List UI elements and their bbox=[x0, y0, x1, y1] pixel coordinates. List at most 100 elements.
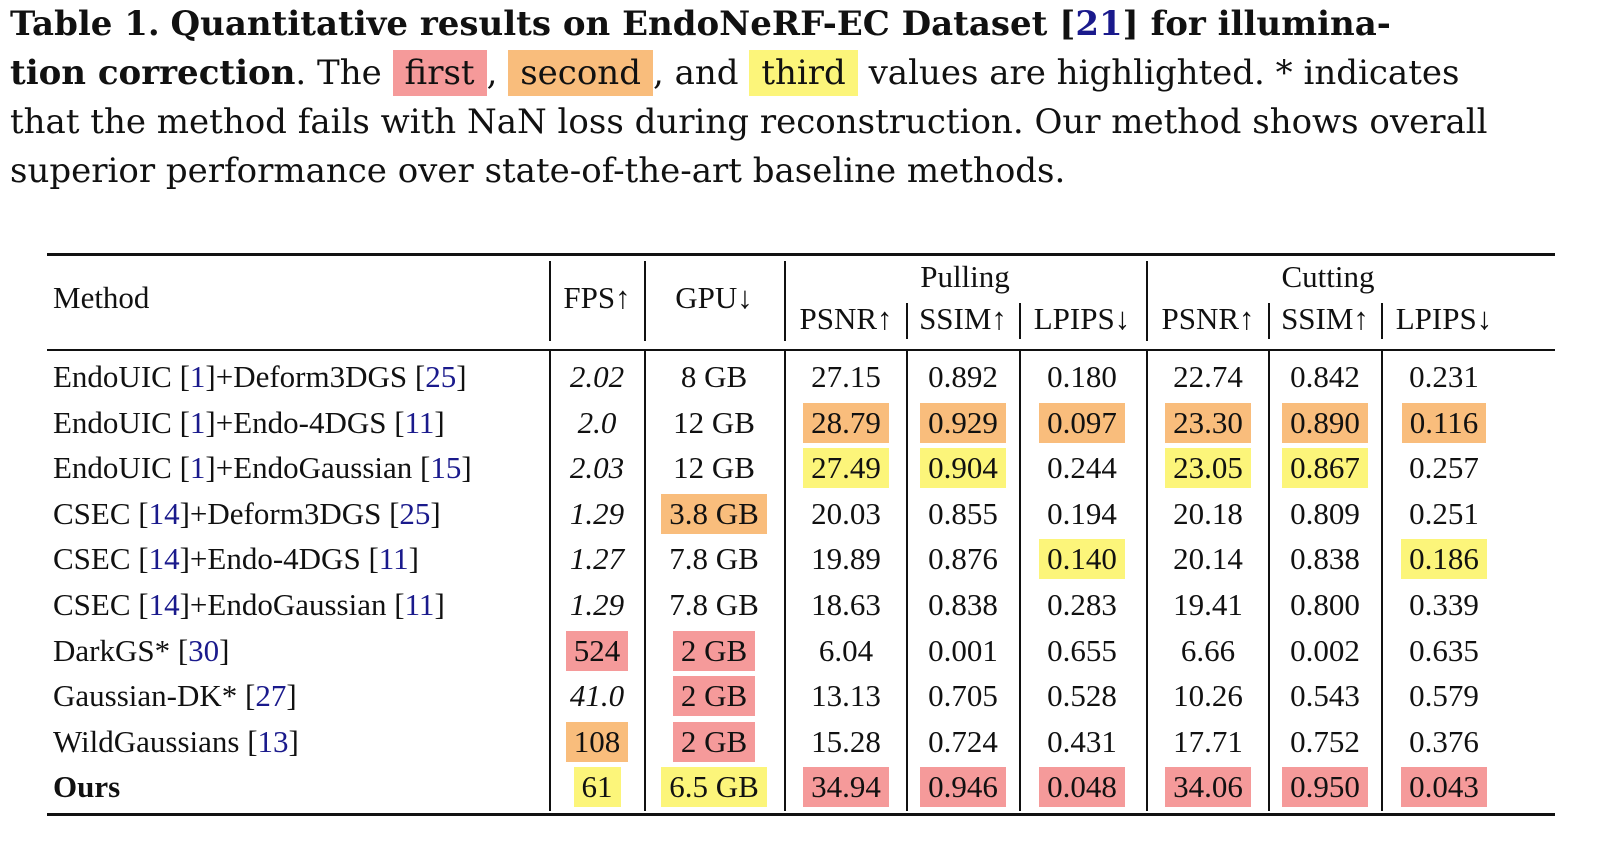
cell-p-ssim: 0.892 bbox=[907, 355, 1019, 399]
value-p-lpips: 0.048 bbox=[1039, 767, 1125, 808]
header-cutting: Cutting bbox=[1281, 259, 1375, 294]
citation-link[interactable]: 13 bbox=[257, 723, 289, 759]
cell-p-lpips: 0.097 bbox=[1020, 401, 1144, 445]
header-cutting-lpips: LPIPS↓ bbox=[1395, 301, 1493, 336]
cell-c-lpips: 0.257 bbox=[1382, 446, 1506, 490]
cell-c-psnr: 23.30 bbox=[1148, 401, 1268, 445]
value-p-lpips: 0.283 bbox=[1047, 587, 1117, 622]
citation-link[interactable]: 1 bbox=[189, 404, 206, 440]
cell-p-psnr: 34.94 bbox=[786, 765, 906, 809]
value-c-psnr: 10.26 bbox=[1173, 678, 1243, 714]
header-fps: FPS↑ bbox=[563, 280, 631, 315]
value-gpu: 12 GB bbox=[673, 450, 755, 486]
cell-gpu: 7.8 GB bbox=[645, 583, 783, 627]
citation-link[interactable]: 1 bbox=[189, 450, 206, 486]
cell-c-ssim: 0.809 bbox=[1269, 492, 1381, 536]
caption-title-ref[interactable]: 21 bbox=[1075, 4, 1123, 44]
method-text: ] bbox=[286, 678, 297, 714]
citation-link[interactable]: 1 bbox=[189, 359, 206, 394]
value-p-lpips: 0.431 bbox=[1047, 723, 1117, 759]
cell-p-lpips: 0.194 bbox=[1020, 492, 1144, 536]
method-text: ]+EndoGaussian [ bbox=[179, 587, 405, 622]
vrule-header-2 bbox=[644, 261, 646, 341]
citation-link[interactable]: 14 bbox=[148, 587, 180, 622]
citation-link[interactable]: 11 bbox=[404, 587, 435, 622]
cell-p-psnr: 28.79 bbox=[786, 401, 906, 445]
citation-link[interactable]: 15 bbox=[430, 450, 462, 486]
value-c-lpips: 0.257 bbox=[1409, 450, 1479, 486]
value-c-lpips: 0.339 bbox=[1409, 587, 1479, 622]
value-fps: 41.0 bbox=[569, 678, 625, 714]
cell-gpu: 2 GB bbox=[645, 720, 783, 764]
cell-gpu: 12 GB bbox=[645, 401, 783, 445]
value-gpu: 2 GB bbox=[672, 630, 756, 671]
value-p-lpips: 0.655 bbox=[1047, 632, 1117, 668]
citation-link[interactable]: 25 bbox=[425, 359, 457, 394]
cell-p-lpips: 0.431 bbox=[1020, 720, 1144, 764]
method-cell: DarkGS* [30] bbox=[53, 629, 548, 673]
citation-link[interactable]: 11 bbox=[378, 541, 409, 577]
citation-link[interactable]: 14 bbox=[148, 495, 180, 531]
cell-c-lpips: 0.376 bbox=[1382, 720, 1506, 764]
cell-p-ssim: 0.838 bbox=[907, 583, 1019, 627]
vrule-body-2 bbox=[644, 351, 646, 811]
value-p-ssim: 0.724 bbox=[928, 723, 998, 759]
top-rule bbox=[47, 253, 1555, 256]
method-text: ] bbox=[434, 404, 445, 440]
vrule-header-3 bbox=[784, 261, 786, 341]
cell-c-ssim: 0.950 bbox=[1269, 765, 1381, 809]
vrule-body-6 bbox=[1146, 351, 1148, 811]
cell-p-psnr: 27.15 bbox=[786, 355, 906, 399]
cell-p-lpips: 0.048 bbox=[1020, 765, 1144, 809]
value-fps: 1.27 bbox=[569, 541, 625, 577]
value-p-lpips: 0.097 bbox=[1039, 402, 1125, 443]
cell-c-ssim: 0.842 bbox=[1269, 355, 1381, 399]
cell-c-lpips: 0.339 bbox=[1382, 583, 1506, 627]
value-p-lpips: 0.194 bbox=[1047, 495, 1117, 531]
cell-c-psnr: 6.66 bbox=[1148, 629, 1268, 673]
value-c-psnr: 23.30 bbox=[1165, 402, 1251, 443]
value-c-ssim: 0.867 bbox=[1282, 448, 1368, 489]
value-c-psnr: 6.66 bbox=[1180, 632, 1236, 668]
method-text: ] bbox=[219, 632, 230, 668]
cell-c-lpips: 0.231 bbox=[1382, 355, 1506, 399]
vrule-body-1 bbox=[549, 351, 551, 811]
method-text: ] bbox=[288, 723, 299, 759]
cell-fps: 2.02 bbox=[551, 355, 643, 399]
vrule-body-8 bbox=[1381, 351, 1383, 811]
value-fps: 2.0 bbox=[577, 404, 617, 440]
citation-link[interactable]: 14 bbox=[148, 541, 180, 577]
value-c-lpips: 0.231 bbox=[1409, 359, 1479, 394]
value-c-lpips: 0.635 bbox=[1409, 632, 1479, 668]
value-p-lpips: 0.244 bbox=[1047, 450, 1117, 486]
method-text: ]+Endo-4DGS [ bbox=[179, 541, 379, 577]
cell-fps: 41.0 bbox=[551, 674, 643, 718]
method-text: EndoUIC [ bbox=[53, 359, 190, 394]
value-c-lpips: 0.043 bbox=[1401, 767, 1487, 808]
value-p-ssim: 0.705 bbox=[928, 678, 998, 714]
cell-p-ssim: 0.904 bbox=[907, 446, 1019, 490]
method-cell: EndoUIC [1]+EndoGaussian [15] bbox=[53, 446, 548, 490]
cell-fps: 524 bbox=[551, 629, 643, 673]
cell-c-psnr: 19.41 bbox=[1148, 583, 1268, 627]
value-c-lpips: 0.579 bbox=[1409, 678, 1479, 714]
cell-c-lpips: 0.251 bbox=[1382, 492, 1506, 536]
cell-p-ssim: 0.724 bbox=[907, 720, 1019, 764]
header-pulling-lpips: LPIPS↓ bbox=[1033, 301, 1131, 336]
value-p-psnr: 34.94 bbox=[803, 767, 889, 808]
cell-gpu: 3.8 GB bbox=[645, 492, 783, 536]
value-p-psnr: 15.28 bbox=[811, 723, 881, 759]
value-c-ssim: 0.950 bbox=[1282, 767, 1368, 808]
citation-link[interactable]: 25 bbox=[399, 495, 431, 531]
cell-p-ssim: 0.946 bbox=[907, 765, 1019, 809]
method-text: CSEC [ bbox=[53, 541, 149, 577]
method-cell: CSEC [14]+EndoGaussian [11] bbox=[53, 583, 548, 627]
caption-text-c: values are highlighted. * indicates bbox=[857, 53, 1460, 93]
citation-link[interactable]: 27 bbox=[255, 678, 287, 714]
value-c-psnr: 22.74 bbox=[1173, 359, 1243, 394]
value-gpu: 2 GB bbox=[672, 676, 756, 717]
citation-link[interactable]: 11 bbox=[404, 404, 435, 440]
legend-third: third bbox=[749, 50, 858, 96]
citation-link[interactable]: 30 bbox=[188, 632, 220, 668]
cell-p-ssim: 0.876 bbox=[907, 537, 1019, 581]
